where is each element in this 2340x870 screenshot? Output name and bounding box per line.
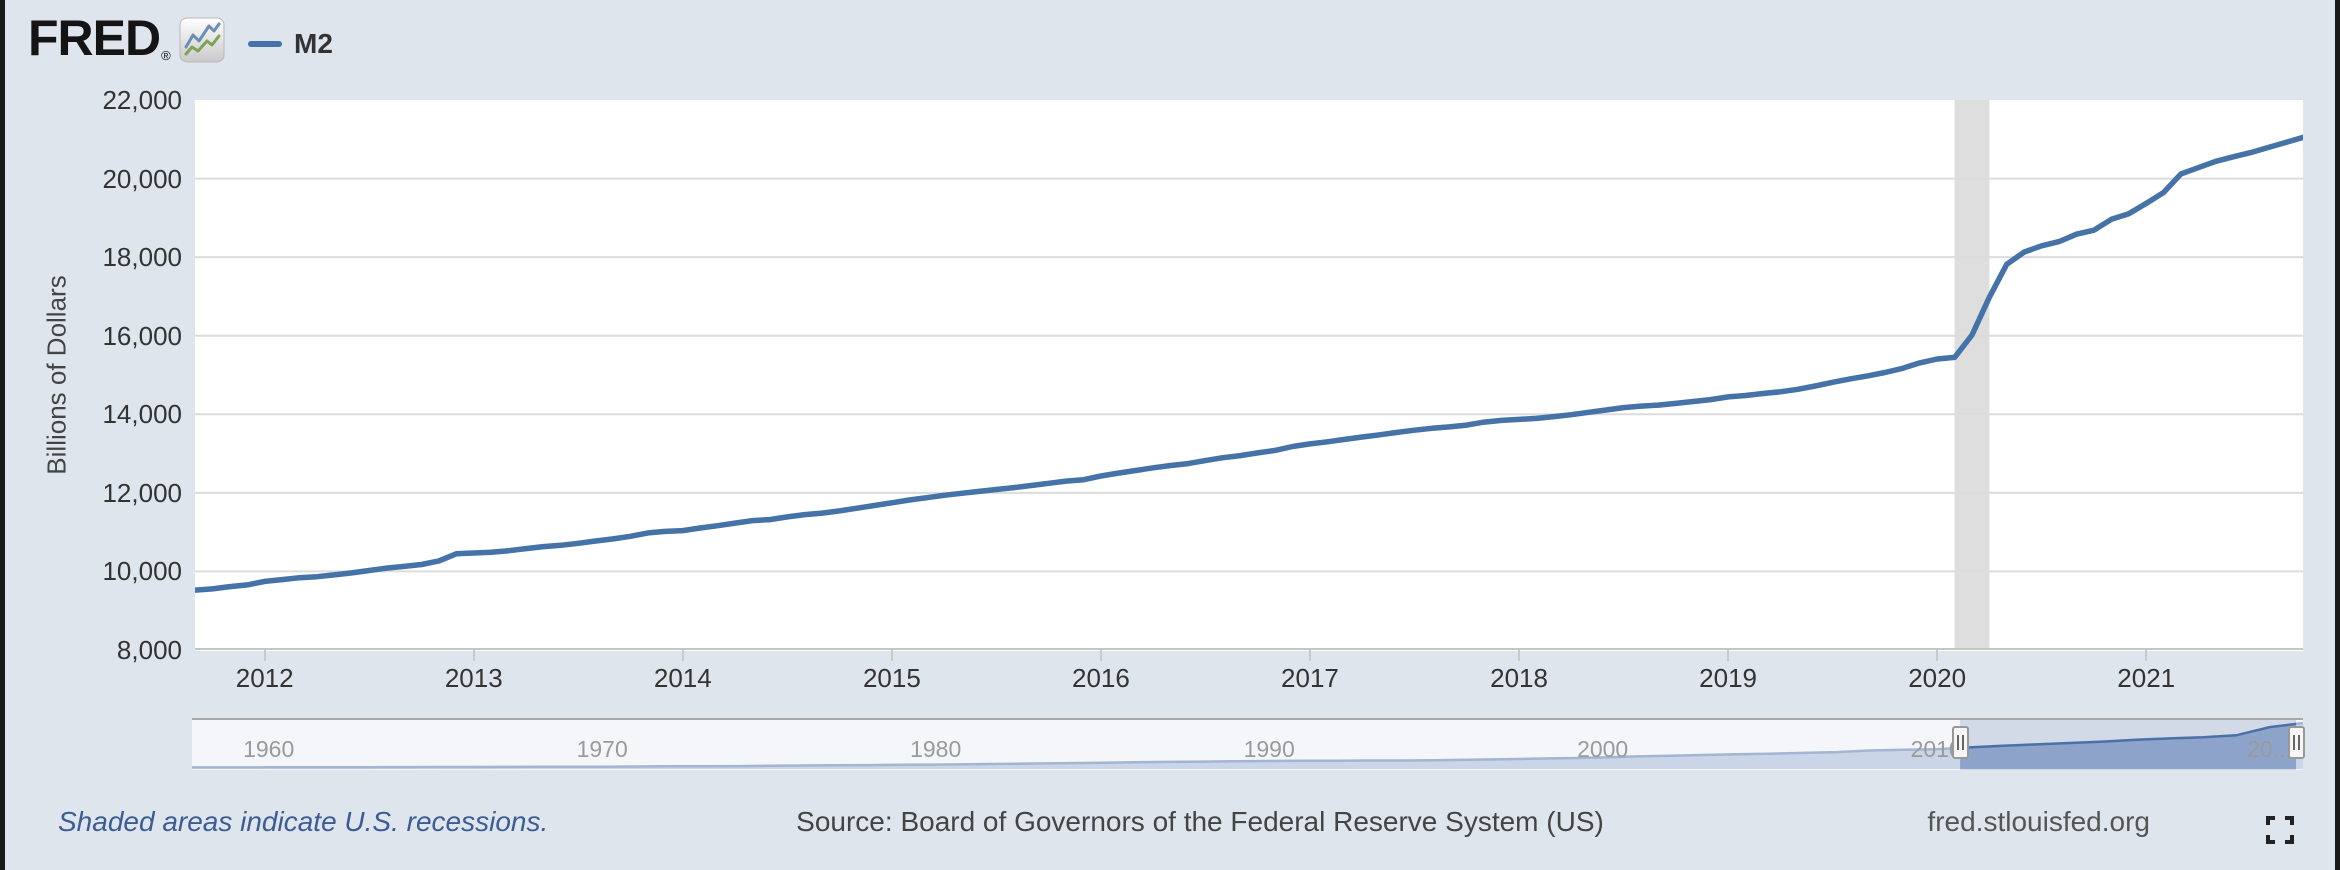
x-tick-label: 2019 — [1699, 663, 1757, 693]
navigator-selection-window[interactable] — [1960, 720, 2297, 770]
x-tick-label: 2014 — [653, 663, 712, 693]
navigator-left-handle[interactable] — [1951, 726, 1969, 759]
x-tick-label: 2017 — [1281, 663, 1339, 693]
x-tick-label: 2021 — [2117, 663, 2176, 693]
handle-grip-line — [2297, 735, 2300, 750]
navigator-decade-label: 1970 — [576, 736, 628, 762]
x-tick-label: 2018 — [1490, 663, 1548, 693]
website-text: fred.stlouisfed.org — [1927, 806, 2150, 837]
y-tick-label: 16,000 — [102, 320, 182, 351]
x-tick-mark — [1518, 650, 1521, 661]
navigator-decade-label: 1980 — [910, 736, 962, 762]
fred-logo: FRED ® — [28, 10, 225, 66]
series-legend-label: M2 — [294, 28, 333, 59]
recession-note: Shaded areas indicate U.S. recessions. — [58, 806, 549, 837]
x-tick-mark — [1727, 650, 1730, 661]
fred-chart-logo-icon — [179, 17, 225, 68]
y-tick-label: 12,000 — [102, 477, 182, 508]
y-tick-label: 8,000 — [116, 635, 182, 665]
date-range-navigator[interactable]: 1960 1970 1980 1990 2000 2010 20... — [192, 720, 2305, 770]
y-axis-title: Billions of Dollars — [41, 275, 72, 475]
m2-series-line — [195, 134, 2303, 593]
y-tick-label: 14,000 — [102, 399, 182, 430]
fullscreen-icon[interactable] — [2264, 814, 2296, 846]
series-legend: M2 — [248, 28, 333, 60]
navigator-decade-label: 2000 — [1577, 736, 1629, 762]
x-tick-label: 2013 — [444, 663, 503, 693]
navigator-decade-label: 2010 — [1910, 736, 1962, 762]
x-tick-mark — [1099, 650, 1102, 661]
navigator-decade-label: 1990 — [1243, 736, 1295, 762]
series-line-sample — [248, 41, 282, 47]
source-text: Source: Board of Governors of the Federa… — [796, 806, 1604, 837]
fred-logo-text: FRED — [28, 10, 161, 66]
x-tick-label: 2012 — [235, 663, 294, 693]
window-right-edge — [2335, 0, 2340, 870]
y-tick-label: 22,000 — [102, 85, 182, 115]
x-tick-mark — [1936, 650, 1939, 661]
x-tick-mark — [681, 650, 684, 661]
navigator-right-handle[interactable] — [2287, 726, 2305, 759]
x-tick-label: 2016 — [1071, 663, 1130, 693]
x-tick-mark — [890, 650, 893, 661]
navigator-decade-label: 1960 — [243, 736, 295, 762]
handle-grip-line — [1956, 735, 1959, 750]
x-tick-mark — [1308, 650, 1311, 661]
x-tick-label: 2015 — [862, 663, 921, 693]
x-tick-mark — [263, 650, 266, 661]
navigator-top-border — [192, 718, 2303, 720]
y-tick-label: 18,000 — [102, 242, 182, 273]
recession-band — [1954, 100, 1990, 650]
registered-mark: ® — [161, 48, 171, 63]
handle-grip-line — [1961, 735, 1964, 750]
main-chart-plot-area[interactable] — [195, 100, 2303, 651]
y-tick-label: 10,000 — [102, 556, 182, 587]
navigator-decade-label: 20... — [2247, 736, 2293, 762]
y-tick-label: 20,000 — [102, 163, 182, 194]
handle-grip-line — [2292, 735, 2295, 750]
x-tick-mark — [472, 650, 475, 661]
x-tick-mark — [2145, 650, 2148, 661]
x-tick-label: 2020 — [1908, 663, 1967, 693]
window-left-edge — [0, 0, 5, 870]
